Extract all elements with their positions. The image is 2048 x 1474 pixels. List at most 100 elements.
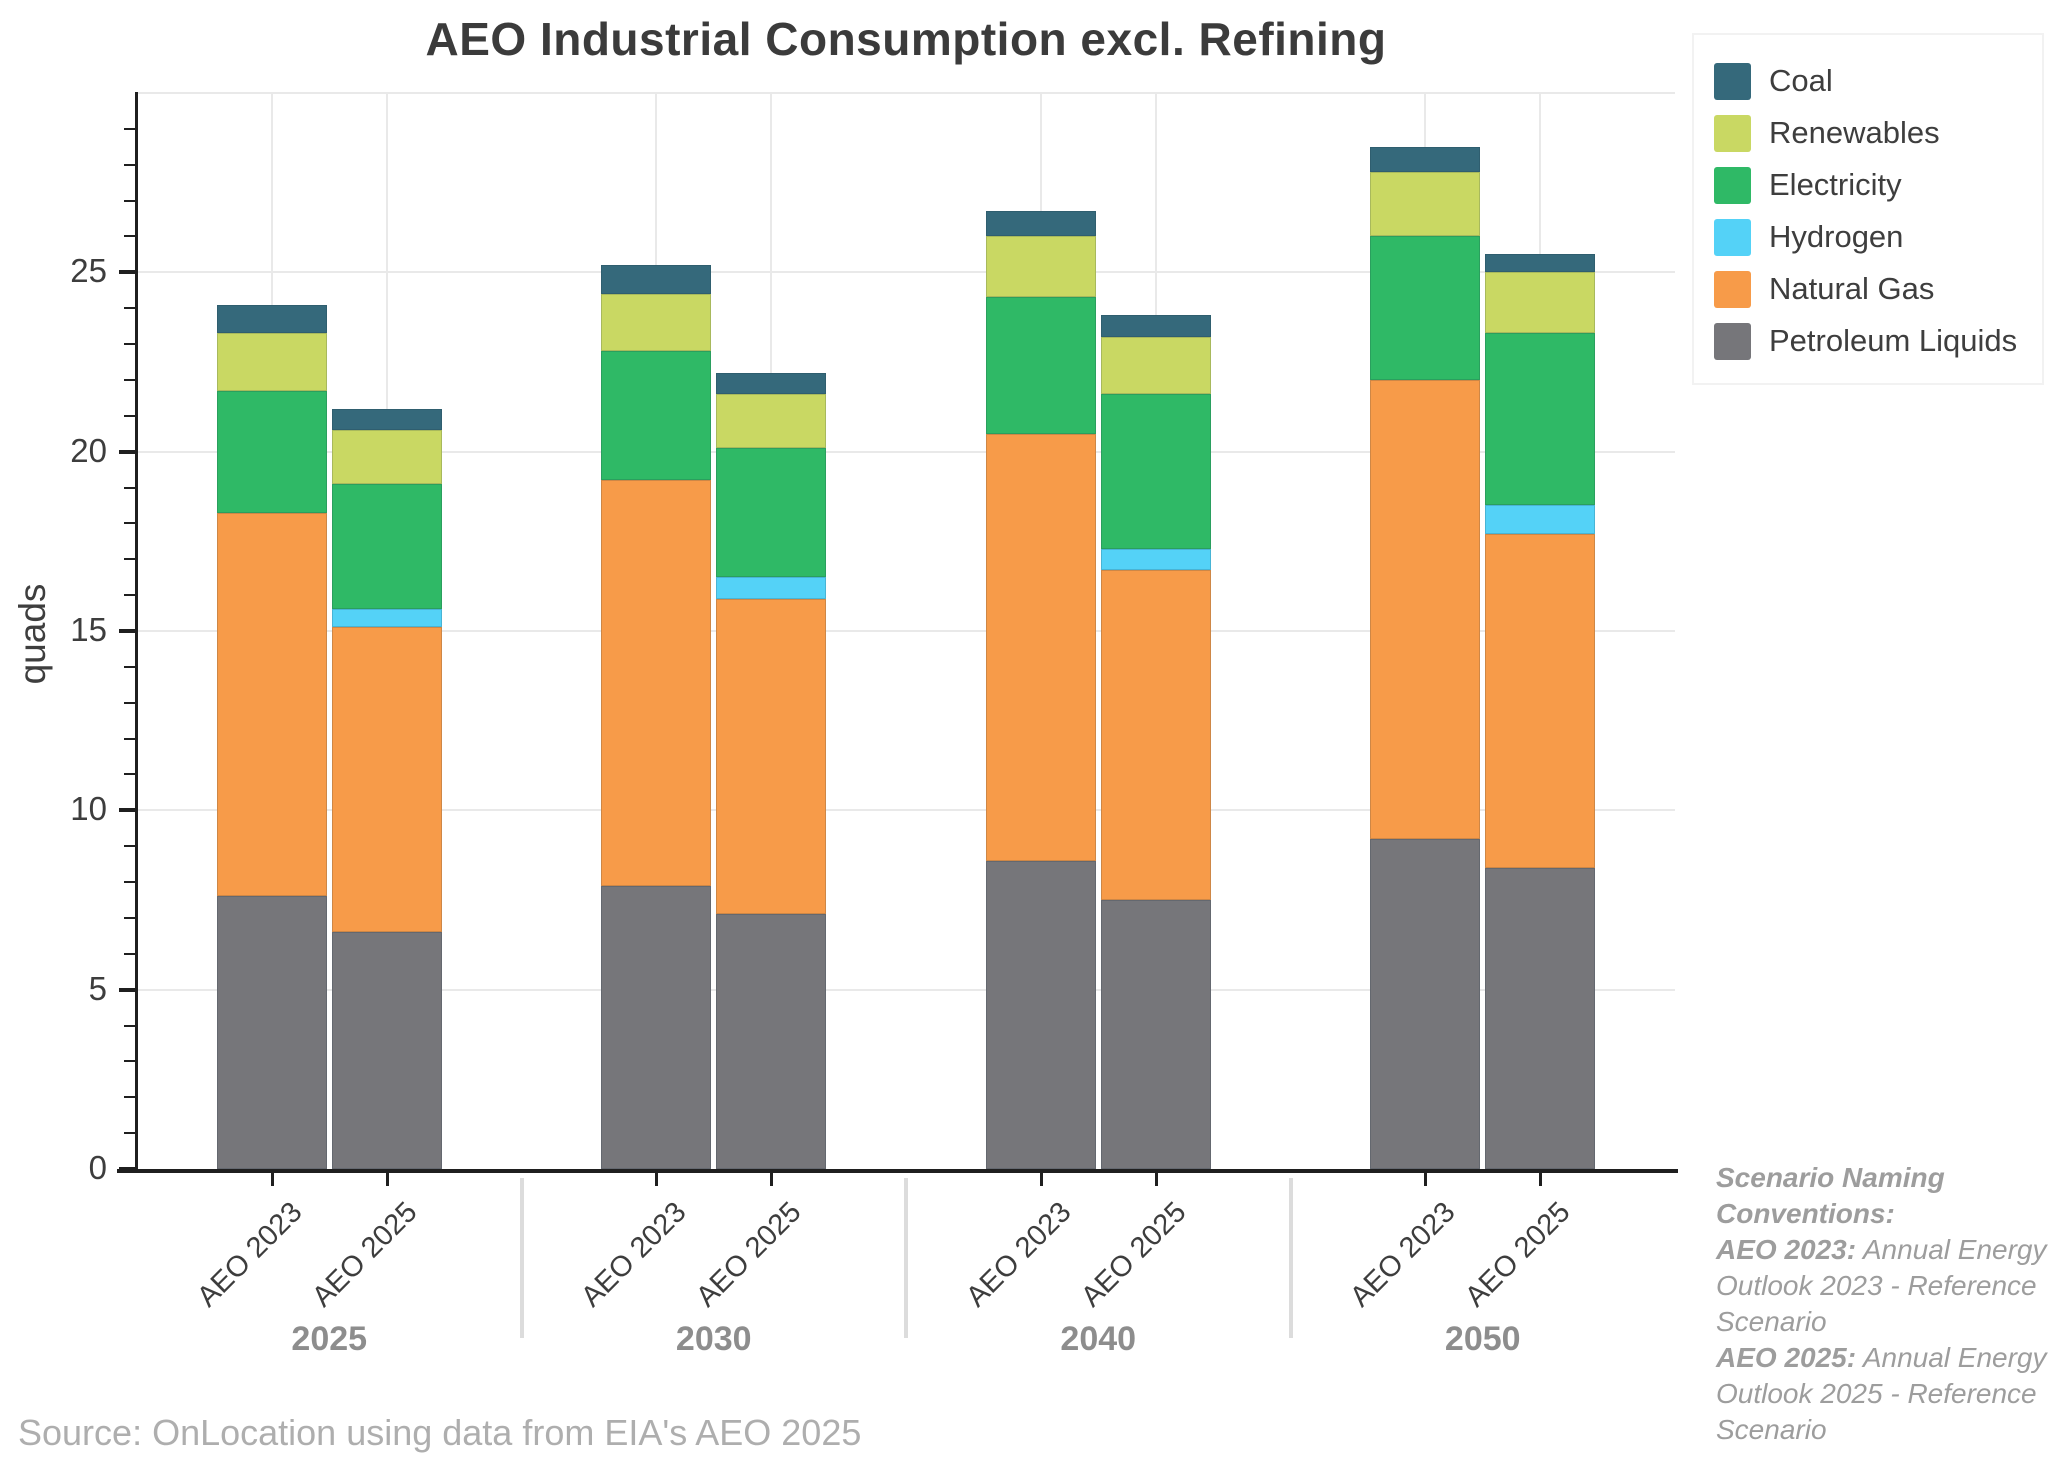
y-axis-tick-minor (124, 1096, 135, 1099)
legend: Coal Renewables Electricity Hydrogen Natural… (1692, 33, 2044, 385)
y-axis-tick-minor (124, 414, 135, 417)
bar-segment-hydrogen (1100, 548, 1211, 571)
y-axis-tick-major (119, 808, 135, 813)
scenario-text: Annual Energy Outlook 2025 - Reference S… (1716, 1342, 2047, 1445)
x-axis-tick (270, 1173, 274, 1186)
y-axis-tick-label: 15 (70, 611, 107, 648)
y-axis-tick-minor (124, 1060, 135, 1063)
scenario-term: AEO 2025: (1716, 1342, 1857, 1373)
bar-segment-coal (331, 408, 442, 431)
legend-item-renewables: Renewables (1714, 107, 2042, 159)
y-axis-tick-minor (124, 127, 135, 130)
bar-segment-renewables (1370, 171, 1481, 237)
stacked-bar (1485, 254, 1596, 1169)
bar-label: AEO 2025 (690, 1196, 808, 1314)
bar-segment-natural-gas (216, 512, 327, 897)
legend-item-electricity: Electricity (1714, 159, 2042, 211)
y-axis-tick-minor (124, 665, 135, 668)
stacked-bar (331, 408, 442, 1169)
gridline-horizontal (137, 92, 1675, 94)
x-axis-tick (385, 1173, 389, 1186)
bar-segment-electricity (1100, 394, 1211, 549)
legend-swatch (1714, 114, 1751, 152)
y-axis-tick-minor (124, 773, 135, 776)
y-axis-tick-minor (124, 737, 135, 740)
bar-segment-renewables (1100, 336, 1211, 395)
bar-segment-natural-gas (331, 627, 442, 933)
stacked-bar (1370, 146, 1481, 1169)
y-axis-tick-major (119, 270, 135, 275)
y-axis-tick-label: 10 (70, 790, 107, 828)
scenario-term: AEO 2023: (1716, 1234, 1857, 1265)
group-label: 2025 (291, 1320, 368, 1358)
scenario-note-entry: AEO 2025: Annual Energy Outlook 2025 - R… (1716, 1340, 2048, 1448)
gridline-horizontal (137, 988, 1675, 991)
y-axis-tick-minor (124, 594, 135, 597)
scenario-note-entry: AEO 2023: Annual Energy Outlook 2023 - R… (1716, 1232, 2048, 1340)
bar-label: AEO 2023 (191, 1196, 309, 1314)
bar-segment-electricity (216, 390, 327, 513)
stacked-bar (216, 304, 327, 1169)
source-note: Source: OnLocation using data from EIA's… (18, 1412, 862, 1453)
y-axis-tick-major (119, 1167, 135, 1171)
bar-segment-coal (601, 265, 712, 294)
bar-label: AEO 2023 (575, 1196, 693, 1314)
bar-segment-electricity (1370, 236, 1481, 380)
legend-item-hydrogen: Hydrogen (1714, 211, 2042, 263)
y-axis-tick-minor (124, 235, 135, 238)
bar-segment-petroleum-liquids (1485, 867, 1596, 1169)
legend-swatch (1714, 270, 1751, 308)
y-axis-tick-minor (124, 378, 135, 381)
y-axis-tick-minor (124, 1024, 135, 1027)
bar-segment-hydrogen (1485, 505, 1596, 535)
bar-segment-natural-gas (716, 598, 827, 915)
bar-segment-petroleum-liquids (331, 932, 442, 1169)
bar-segment-natural-gas (1370, 379, 1481, 840)
bar-segment-petroleum-liquids (216, 896, 327, 1169)
gridline-horizontal (137, 450, 1675, 453)
bar-segment-renewables (331, 430, 442, 484)
y-axis-tick-minor (124, 163, 135, 166)
scenario-text: Annual Energy Outlook 2023 - Reference S… (1716, 1234, 2047, 1337)
legend-label: Natural Gas (1769, 271, 1935, 306)
bar-segment-petroleum-liquids (985, 860, 1096, 1169)
stacked-bar (601, 265, 712, 1169)
y-axis-tick-label: 25 (70, 252, 107, 290)
scenario-note-heading: Scenario Naming Conventions: (1716, 1162, 1945, 1229)
bar-segment-natural-gas (601, 480, 712, 886)
x-axis-tick (1039, 1173, 1043, 1186)
group-divider (1288, 1178, 1293, 1338)
y-axis-tick-minor (124, 1132, 135, 1135)
legend-swatch (1714, 218, 1751, 256)
legend-swatch (1714, 322, 1751, 360)
bar-segment-electricity (985, 297, 1096, 434)
gridline-horizontal (137, 630, 1675, 632)
x-axis-tick (1424, 1173, 1428, 1186)
bar-segment-coal (1485, 254, 1596, 273)
group-divider (904, 1178, 908, 1338)
bar-segment-petroleum-liquids (716, 914, 827, 1169)
legend-item-coal: Coal (1714, 55, 2042, 107)
x-axis-tick (1154, 1173, 1158, 1186)
y-axis-tick-minor (124, 881, 135, 884)
y-axis-tick-minor (124, 701, 135, 704)
chart-title: AEO Industrial Consumption excl. Refinin… (425, 13, 1387, 65)
bar-segment-natural-gas (985, 433, 1096, 861)
gridline-horizontal (137, 271, 1675, 274)
y-axis-tick-minor (124, 845, 135, 848)
y-axis-line (135, 92, 138, 1172)
y-axis-tick-minor (124, 558, 135, 561)
y-axis-tick-minor (124, 199, 135, 202)
y-axis-tick-major (119, 629, 135, 633)
y-axis-tick-minor (124, 916, 135, 919)
y-axis-tick-label: 20 (70, 431, 107, 469)
y-axis-tick-minor (124, 952, 135, 955)
y-axis-tick-minor (124, 486, 135, 489)
bar-segment-renewables (985, 236, 1096, 298)
x-axis-tick (770, 1173, 774, 1186)
y-axis-tick-minor (124, 343, 135, 346)
bar-segment-renewables (216, 333, 327, 391)
x-axis-tick (655, 1173, 659, 1186)
x-axis-tick (1539, 1173, 1543, 1186)
